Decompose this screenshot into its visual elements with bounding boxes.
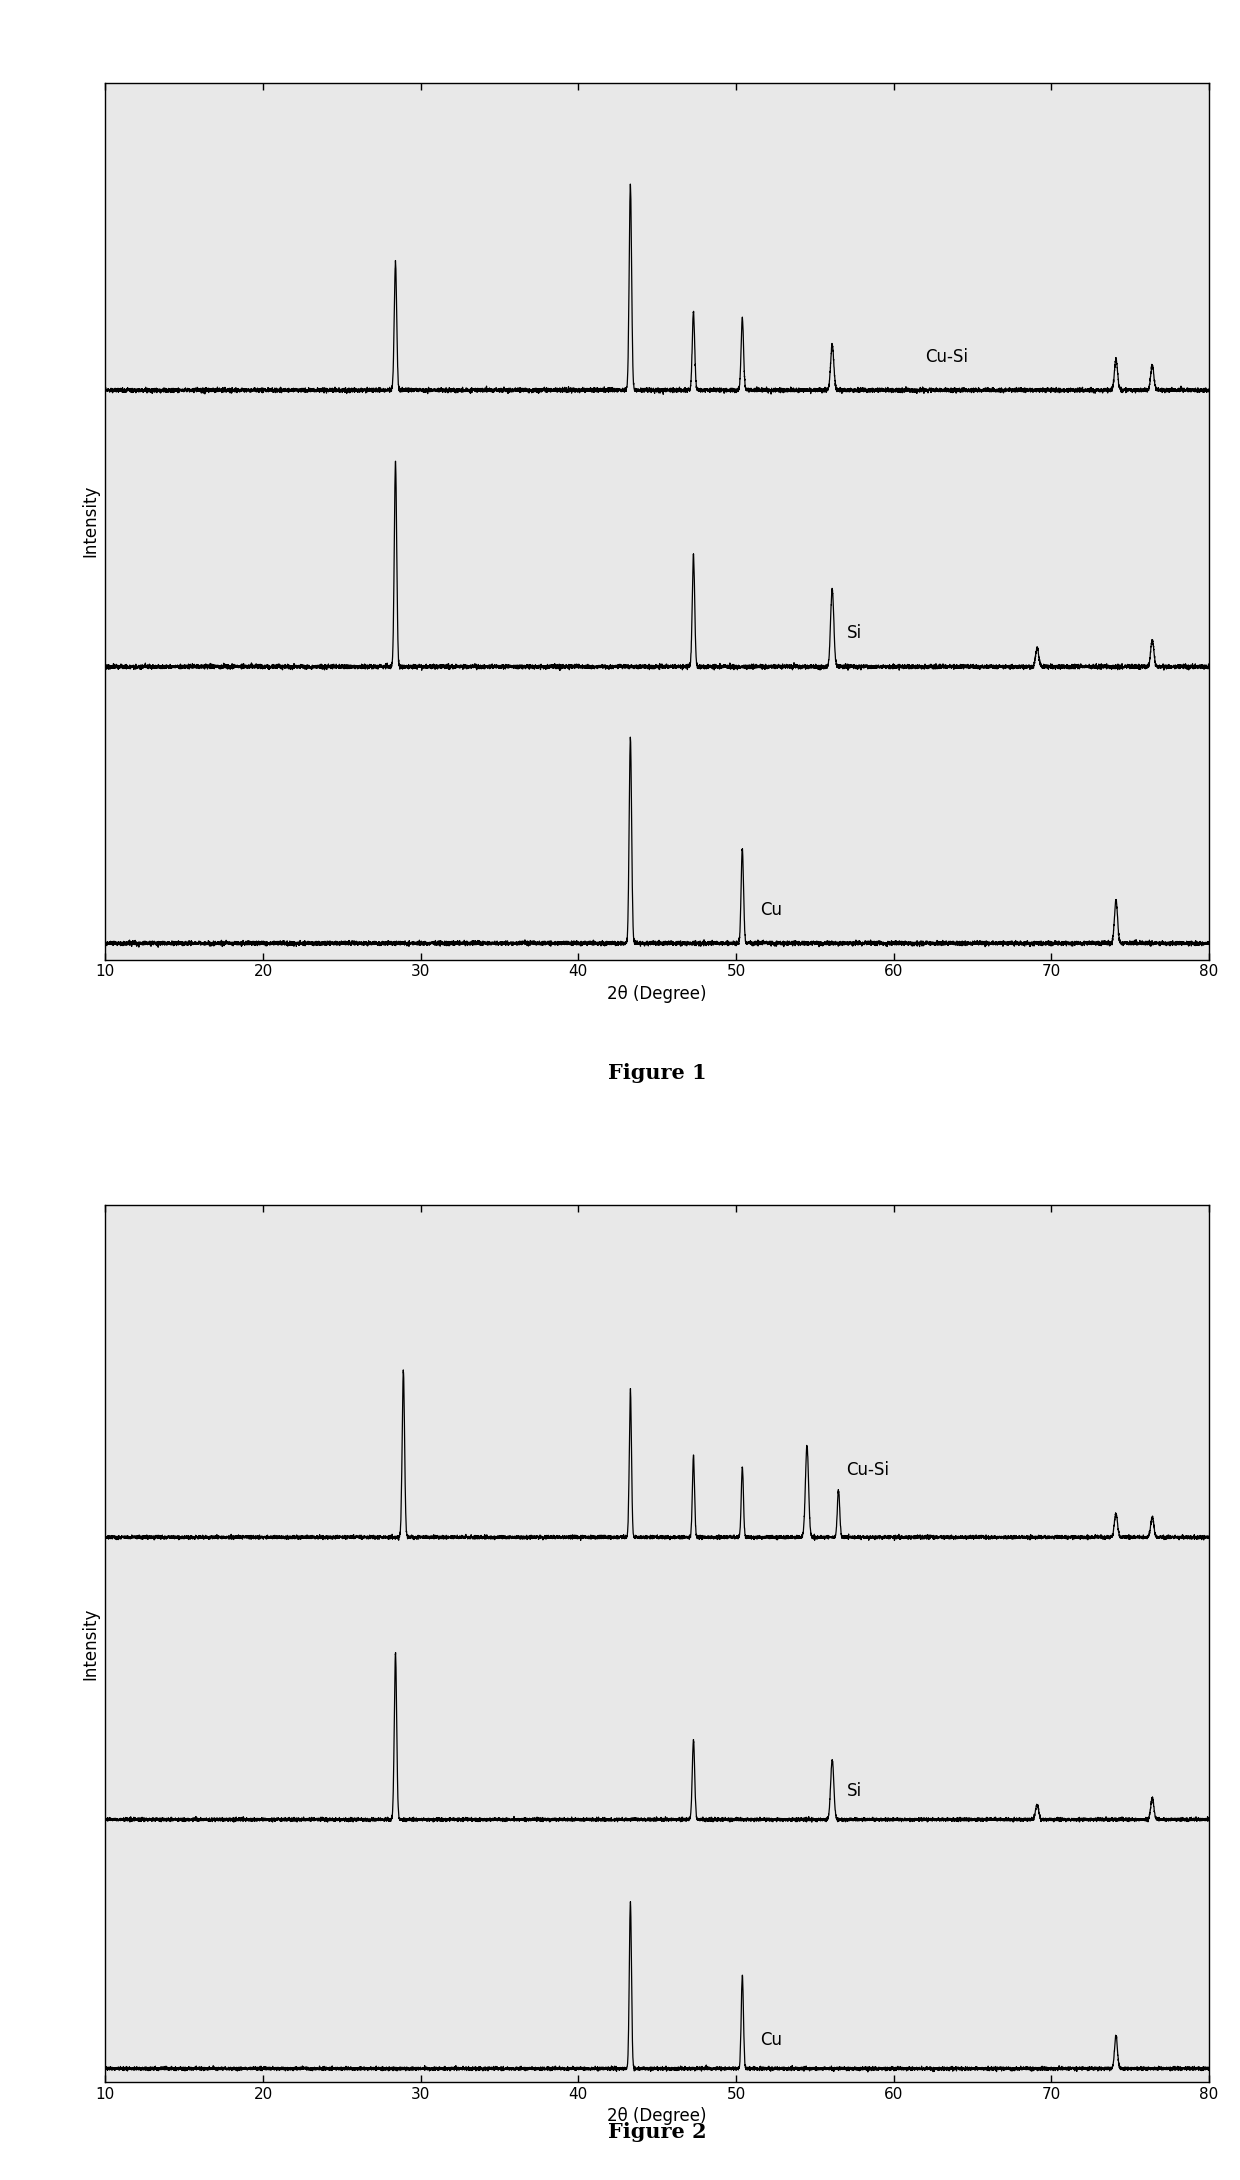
Text: Cu: Cu: [760, 900, 781, 918]
X-axis label: 2θ (Degree): 2θ (Degree): [608, 985, 707, 1003]
Text: Cu-Si: Cu-Si: [847, 1461, 889, 1478]
Y-axis label: Intensity: Intensity: [82, 484, 100, 558]
Text: Cu-Si: Cu-Si: [925, 347, 968, 366]
Text: Si: Si: [847, 623, 862, 643]
X-axis label: 2θ (Degree): 2θ (Degree): [608, 2108, 707, 2126]
Text: Figure 2: Figure 2: [608, 2121, 707, 2143]
Text: Cu: Cu: [760, 2032, 781, 2049]
Y-axis label: Intensity: Intensity: [82, 1607, 100, 1681]
Text: Si: Si: [847, 1781, 862, 1801]
Text: Figure 1: Figure 1: [608, 1062, 707, 1083]
